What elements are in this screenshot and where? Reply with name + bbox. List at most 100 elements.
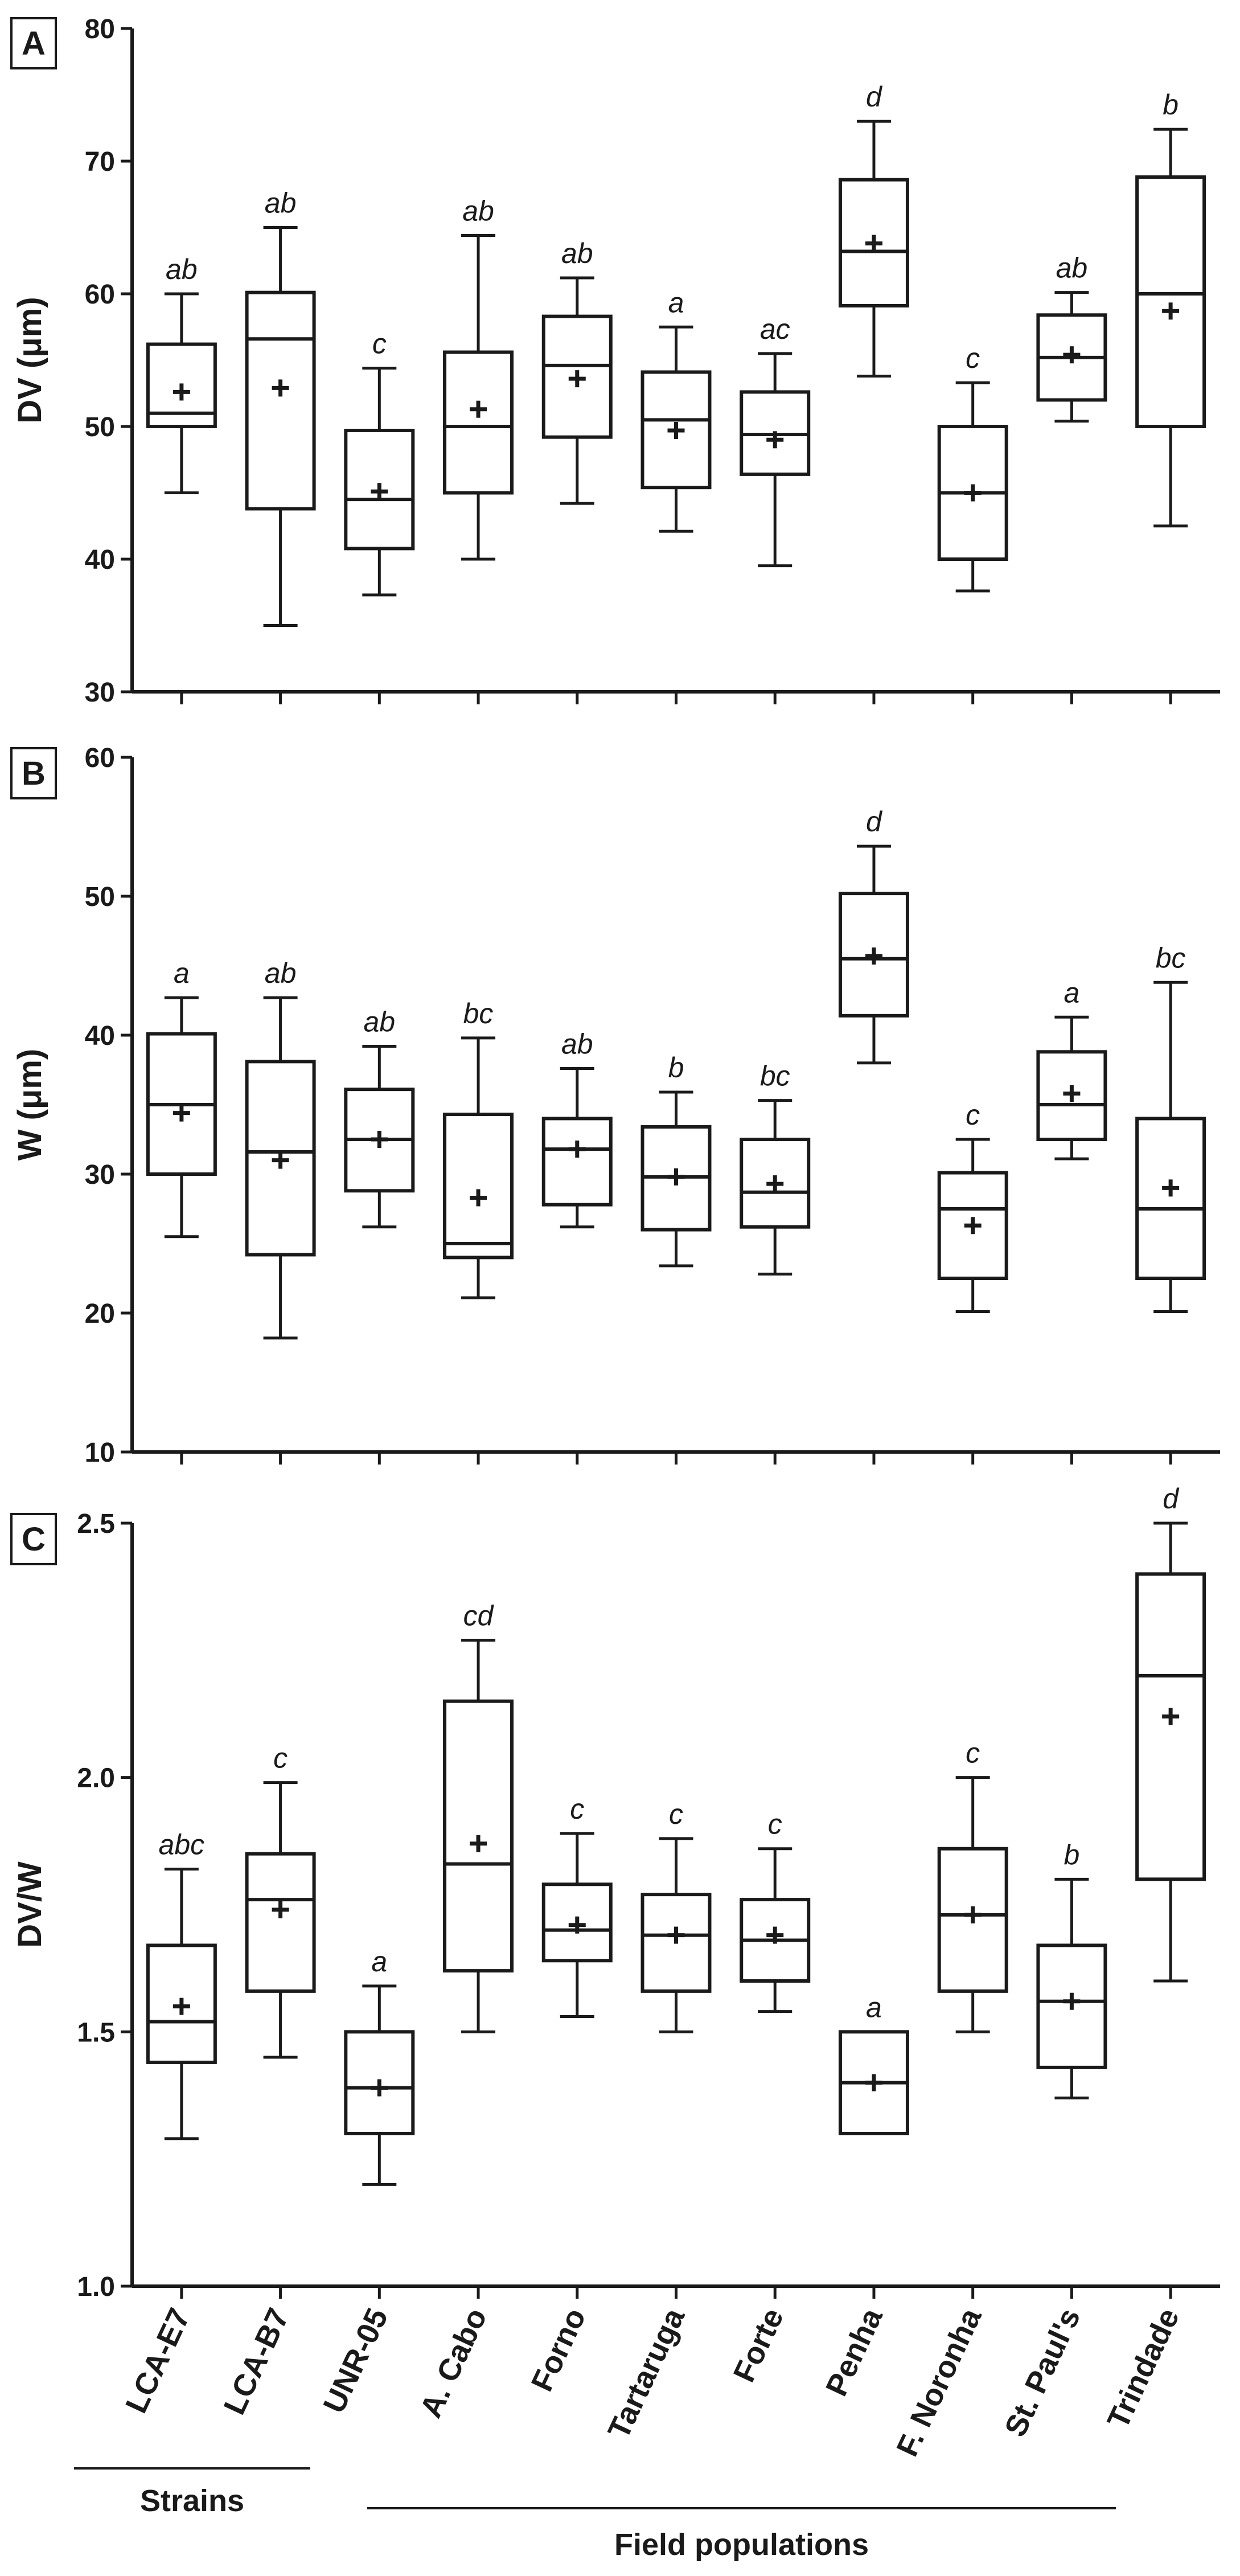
box-lca-b7: c [245,1742,316,2059]
significance-letter: b [668,1052,684,1084]
iqr-box [443,1113,514,1260]
y-tick-label: 40 [85,1021,115,1051]
box-forno: c [541,1793,613,2019]
panel-b: 10 20 30 40 50 60 W (μm) Ba ab ab bc ab b bc d c a bc [10,743,1220,1468]
box-lca-e7: ab [146,253,217,494]
panel-label: B [22,755,46,792]
x-category-label: F. Noronha [890,2303,988,2462]
group-label: Strains [140,2484,244,2518]
iqr-box [1135,1572,1206,1881]
iqr-box [1135,175,1206,428]
x-category-label: UNR-05 [317,2303,395,2418]
box-unr-05: a [344,1946,415,2186]
box-a-cabo: bc [443,998,514,1299]
panel-a: 30 40 50 60 70 80 DV (μm) Aab ab c ab ab a ac d c ab b [10,14,1220,708]
significance-letter: c [768,1808,782,1840]
iqr-box [541,1117,613,1207]
box-trindade: d [1135,1483,1206,1983]
box-forte: ac [740,313,811,568]
significance-letter: a [866,1991,882,2023]
box-tartaruga: a [640,286,712,533]
box-f-noronha: c [937,342,1008,593]
significance-letter: c [372,327,387,359]
panel-label: C [22,1521,46,1558]
y-tick-label: 10 [85,1438,115,1468]
significance-letter: ab [462,195,494,227]
panel-label-box [10,747,57,799]
significance-letter: c [669,1798,683,1830]
box-st-paul-s: ab [1036,252,1107,423]
y-tick-label: 30 [85,678,115,708]
box-lca-b7: ab [245,957,316,1340]
y-tick-label: 30 [85,1160,115,1190]
y-tick-label: 60 [85,280,115,310]
box-forno: ab [541,1028,613,1229]
iqr-box [245,1852,316,1993]
y-tick-label: 50 [85,882,115,912]
significance-letter: c [966,342,980,374]
significance-letter: c [273,1742,288,1774]
box-penha: d [838,806,909,1065]
box-unr-05: ab [344,1006,415,1229]
significance-letter: ab [561,1028,593,1060]
x-category-label: St. Paul's [998,2303,1087,2442]
box-forte: bc [740,1060,811,1276]
significance-letter: ab [364,1006,396,1038]
box-lca-e7: a [146,957,217,1238]
significance-letter: bc [1156,942,1186,974]
x-category-label: Forte [727,2303,790,2388]
x-category-label: Trindade [1101,2303,1186,2434]
significance-letter: abc [159,1828,205,1860]
significance-letter: ab [166,253,198,285]
x-category-label: A. Cabo [413,2303,494,2423]
significance-letter: c [966,1737,980,1769]
box-trindade: b [1135,89,1206,528]
significance-letter: a [668,286,684,318]
box-st-paul-s: b [1036,1839,1107,2099]
significance-letter: d [866,81,883,113]
significance-letter: bc [760,1060,790,1092]
box-forte: c [740,1808,811,2013]
box-st-paul-s: a [1036,977,1107,1160]
x-category-label: Penha [819,2303,889,2401]
significance-letter: d [866,806,883,838]
significance-letter: a [1064,977,1080,1008]
significance-letter: a [371,1946,387,1978]
y-tick-label: 70 [85,147,115,177]
box-a-cabo: cd [443,1599,514,2033]
significance-letter: bc [463,998,494,1029]
box-penha: d [838,81,909,378]
box-f-noronha: c [937,1737,1008,2033]
iqr-box [443,350,514,495]
x-category-label: Forno [525,2303,593,2397]
significance-letter: ab [561,237,593,269]
x-category-label: LCA-E7 [119,2303,197,2418]
box-tartaruga: b [640,1052,712,1268]
panel-label-box [10,17,57,69]
panel-label: A [22,25,46,62]
significance-letter: c [966,1099,980,1131]
significance-letter: ac [760,313,790,345]
x-category-label: LCA-B7 [217,2303,295,2420]
y-tick-label: 1.5 [77,2017,115,2048]
y-tick-label: 80 [85,14,115,44]
box-unr-05: c [344,327,415,597]
significance-letter: cd [463,1599,495,1631]
significance-letter: b [1163,89,1179,121]
significance-letter: ab [265,957,297,989]
y-axis-label: W (μm) [11,1049,48,1161]
box-forno: ab [541,237,613,505]
iqr-box [245,290,316,511]
box-lca-b7: ab [245,187,316,627]
iqr-box [1135,1117,1206,1281]
significance-letter: ab [1056,252,1088,284]
y-tick-label: 2.0 [77,1763,115,1794]
y-tick-label: 60 [85,743,115,773]
x-category-label: Tartaruga [601,2303,691,2444]
iqr-box [1036,1943,1107,2069]
box-a-cabo: ab [443,195,514,561]
y-tick-label: 20 [85,1299,115,1329]
y-axis-label: DV (μm) [11,297,48,423]
